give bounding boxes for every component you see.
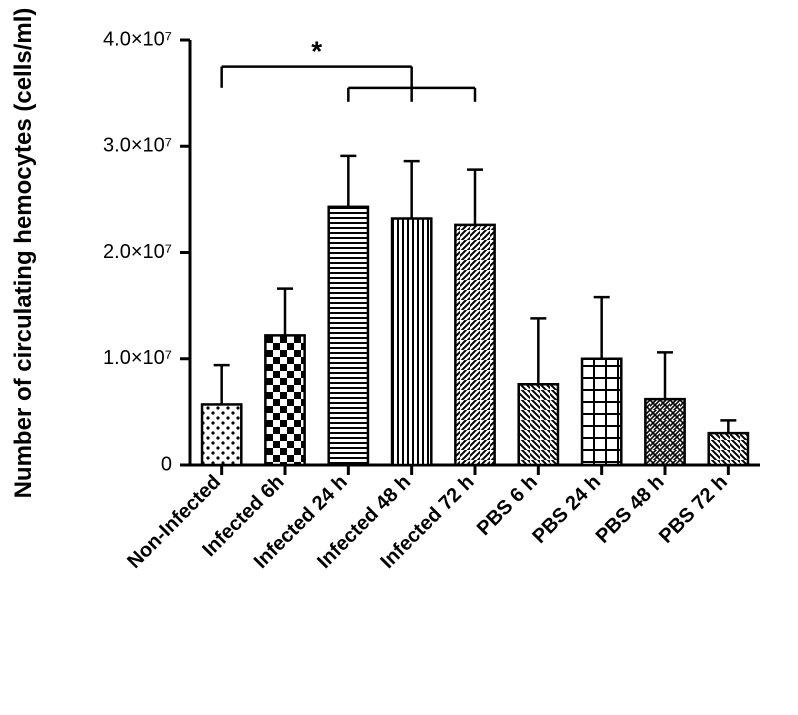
y-tick-label: 3.0×10⁷ [103, 135, 172, 157]
bar [392, 219, 431, 466]
bar [582, 359, 621, 465]
bar [455, 225, 494, 465]
y-tick-label: 0 [161, 453, 172, 475]
x-tick-label: PBS 72 h [655, 471, 732, 548]
y-axis-title: Number of circulating hemocytes (cells/m… [10, 7, 38, 498]
bar [329, 207, 368, 465]
bar [519, 384, 558, 465]
bar [709, 433, 748, 465]
bar [202, 404, 241, 465]
bar [645, 399, 684, 465]
y-tick-label: 1.0×10⁷ [103, 347, 172, 369]
significance-symbol: * [311, 36, 322, 67]
x-tick-label: PBS 24 h [528, 471, 605, 548]
y-tick-label: 4.0×10⁷ [103, 28, 172, 50]
bar [265, 335, 304, 465]
y-tick-label: 2.0×10⁷ [103, 241, 172, 263]
x-tick-label: PBS 48 h [592, 471, 669, 548]
hemocyte-bar-chart: 01.0×10⁷2.0×10⁷3.0×10⁷4.0×10⁷Non-Infecte… [0, 0, 798, 715]
